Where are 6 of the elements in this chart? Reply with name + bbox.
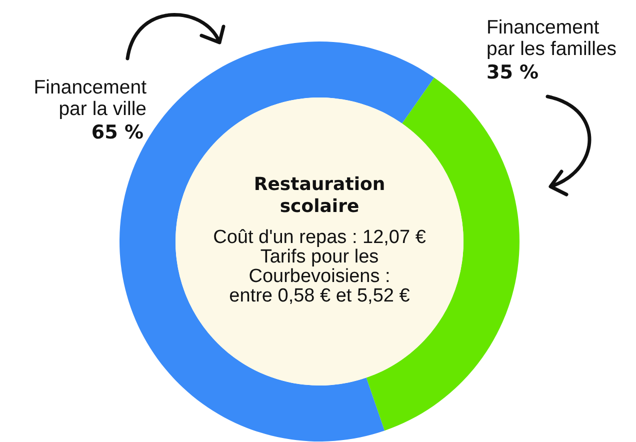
slice-label: Financement par la ville: [34, 76, 148, 120]
text: Restauration scolaire: [254, 174, 386, 217]
text: Coût d'un repas : 12,07 € Tarifs pour les Courbevoisiens : entre 0,58 € et 5,52 €: [213, 227, 426, 306]
data-label: 65 %: [91, 122, 144, 144]
slice-label: Financement par les familles: [486, 16, 617, 60]
data-label: 35 %: [486, 62, 539, 84]
